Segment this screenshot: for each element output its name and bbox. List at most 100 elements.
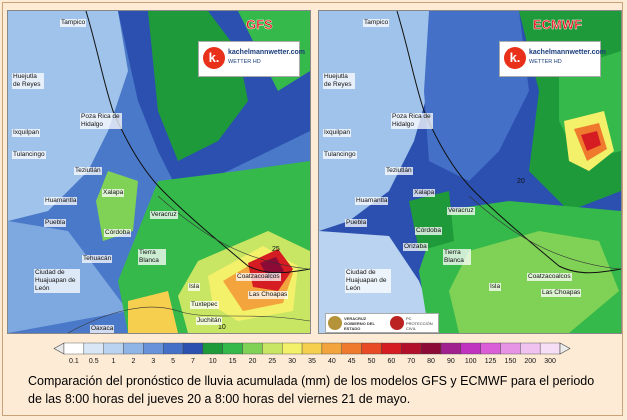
city-label: Teziutlán [74, 167, 102, 175]
city-label: Isla [489, 283, 502, 291]
colorbar-swatch [401, 342, 422, 355]
colorbar-tick-label: 0.5 [89, 358, 99, 365]
outer-frame [2, 2, 623, 416]
colorbar-tick-label: 10 [209, 358, 217, 365]
city-label: Poza Rica de Hidalgo [391, 113, 433, 129]
city-label: Tierra Blanca [138, 249, 166, 265]
colorbar-swatch [480, 342, 501, 355]
colorbar-tick-label: 150 [505, 358, 517, 365]
colorbar-tick-label: 60 [387, 358, 395, 365]
colorbar-tick-label: 0.1 [69, 358, 79, 365]
colorbar-swatch [242, 342, 263, 355]
logo-line1: kachelmannwetter.com [529, 49, 607, 56]
city-label: Veracruz [447, 207, 475, 215]
city-label: Tampico [363, 19, 390, 27]
city-label: Oaxaca [90, 325, 115, 333]
city-label: Huamantla [44, 197, 78, 205]
gov-right-text: PC PROTECCIÓN CIVIL [406, 316, 433, 331]
gfs-contour-label-10: 10 [218, 324, 226, 331]
city-label: Huamantla [355, 197, 389, 205]
colorbar-tick-label: 25 [268, 358, 276, 365]
city-label: Córdoba [415, 227, 442, 235]
ecmwf-contour-label-20: 20 [517, 178, 525, 185]
caption: Comparación del pronóstico de lluvia acu… [28, 374, 595, 406]
government-logos: VERACRUZ GOBIERNO DEL ESTADO PC PROTECCI… [325, 313, 439, 333]
kachelmann-logo-icon: k. [203, 47, 225, 69]
colorbar-swatch [500, 342, 521, 355]
colorbar-tick-label: 200 [524, 358, 536, 365]
colorbar-tick-label: 300 [544, 358, 556, 365]
colorbar-tick-label: 40 [328, 358, 336, 365]
city-label: Veracruz [150, 211, 178, 219]
gfs-map-panel: 25 10 GFS k. kachelmannwetter.com WETTER… [7, 10, 311, 334]
precipitation-colorbar: 0.1 0.5 1 2 3 5 7 10 15 20 25 30 35 40 45 50 60 70 80 90 100… [53, 342, 571, 365]
colorbar-swatch [182, 342, 204, 355]
city-label: Puebla [345, 219, 368, 227]
city-label: Xalapa [413, 189, 436, 197]
colorbar-tick-label: 20 [249, 358, 257, 365]
city-label: Huejutla de Reyes [323, 73, 355, 89]
colorbar-tick-label: 7 [191, 358, 195, 365]
colorbar-swatch [539, 342, 561, 355]
logo-line1: kachelmannwetter.com [228, 49, 306, 56]
city-label: Tierra Blanca [443, 249, 471, 265]
colorbar-swatch [440, 342, 461, 355]
city-label: Coatzacoalcos [236, 273, 281, 281]
colorbar-tick-label: 90 [447, 358, 455, 365]
colorbar-swatch [341, 342, 362, 355]
colorbar-swatch [520, 342, 541, 355]
gfs-model-label: GFS [246, 17, 273, 32]
colorbar-swatch [162, 342, 184, 355]
colorbar-tick-label: 3 [151, 358, 155, 365]
colorbar-tick-label: 1 [112, 358, 116, 365]
colorbar-swatch [321, 342, 342, 355]
colorbar-tick-label: 45 [348, 358, 356, 365]
colorbar-swatch [202, 342, 223, 355]
city-label: Tampico [60, 19, 87, 27]
colorbar-swatch [381, 342, 402, 355]
city-label: Las Choapas [248, 291, 289, 299]
colorbar-swatch [460, 342, 481, 355]
logo-line2: WETTER HD [228, 59, 261, 65]
city-label: Orizaba [403, 243, 428, 251]
city-label: Isla [188, 283, 201, 291]
city-label: Ciudad de Huajuapan de León [345, 269, 391, 293]
colorbar-swatch [123, 342, 144, 355]
city-label: Juchitán [196, 317, 223, 325]
colorbar-tick-label: 70 [407, 358, 415, 365]
city-label: Tulancingo [323, 151, 357, 159]
colorbar-tick-label: 100 [465, 358, 477, 365]
colorbar-swatch [103, 342, 124, 355]
proteccion-civil-icon [390, 316, 404, 330]
city-label: Córdoba [104, 229, 131, 237]
colorbar-tick-label: 35 [308, 358, 316, 365]
city-label: Tuxtepec [190, 301, 219, 309]
colorbar-left-arrow [53, 342, 65, 355]
gfs-contour-label-25: 25 [272, 246, 280, 253]
city-label: Tehuacán [82, 255, 113, 263]
gfs-watermark-logo: k. kachelmannwetter.com WETTER HD [198, 41, 305, 77]
logo-line2: WETTER HD [529, 59, 562, 65]
colorbar-right-arrow [559, 342, 571, 355]
city-label: Puebla [44, 219, 67, 227]
city-label: Ixquilpan [12, 129, 41, 137]
city-label: Ixquilpan [323, 129, 352, 137]
colorbar-tick-label: 80 [427, 358, 435, 365]
ecmwf-watermark-logo: k. kachelmannwetter.com WETTER HD [499, 41, 606, 77]
ecmwf-model-label: ECMWF [533, 17, 583, 32]
city-label: Coatzacoalcos [527, 273, 572, 281]
colorbar-swatch [301, 342, 323, 355]
city-label: Las Choapas [541, 289, 582, 297]
city-label: Teziutlán [385, 167, 413, 175]
colorbar-swatch [143, 342, 164, 355]
colorbar-tick-label: 5 [171, 358, 175, 365]
colorbar-tick-label: 50 [368, 358, 376, 365]
colorbar-tick-label: 30 [288, 358, 296, 365]
colorbar-swatch [420, 342, 442, 355]
colorbar-tick-label: 15 [229, 358, 237, 365]
colorbar-tick-label: 125 [485, 358, 497, 365]
colorbar-swatch [262, 342, 283, 355]
colorbar-swatch [83, 342, 104, 355]
kachelmann-logo-icon: k. [504, 47, 526, 69]
city-label: Poza Rica de Hidalgo [80, 113, 122, 129]
